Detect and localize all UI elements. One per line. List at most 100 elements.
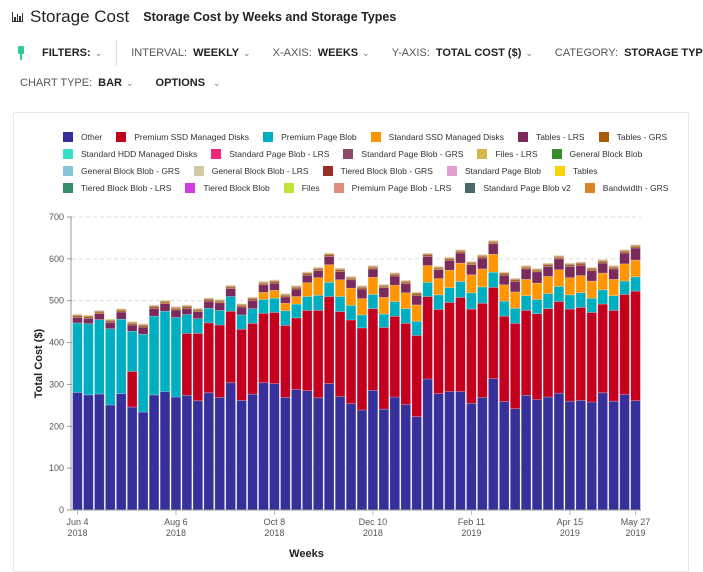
- legend-item[interactable]: Bandwidth - GRS: [584, 182, 669, 194]
- legend-item[interactable]: Premium Page Blob: [263, 131, 357, 143]
- legend-item[interactable]: Tables - GRS: [598, 131, 667, 143]
- bar-segment: [345, 279, 357, 289]
- bar-segment: [378, 287, 390, 298]
- legend-item[interactable]: Standard SSD Managed Disks: [370, 131, 504, 143]
- bar-segment: [323, 296, 335, 384]
- bar-segment: [520, 310, 532, 396]
- bar-segment: [94, 311, 105, 314]
- bar-segment: [323, 256, 335, 266]
- x-axis-dropdown[interactable]: X-AXIS: WEEKS ⌄: [272, 47, 370, 59]
- bar-segment: [105, 320, 116, 323]
- bar-segment: [105, 322, 116, 330]
- legend-item[interactable]: Other: [63, 131, 102, 143]
- bar-segment: [225, 284, 236, 287]
- bar-segment: [520, 295, 532, 311]
- bar-segment: [575, 264, 586, 276]
- bar-segment: [433, 309, 444, 394]
- bar-segment: [367, 265, 379, 267]
- bar-segment: [159, 299, 171, 302]
- bar-segment: [247, 299, 258, 309]
- bar-segment: [192, 333, 204, 402]
- bar-segment: [433, 278, 444, 296]
- filters-dropdown[interactable]: FILTERS: ⌄: [42, 47, 103, 59]
- legend-item[interactable]: General Block Blob - GRS: [63, 165, 180, 177]
- legend-item[interactable]: General Block Blob: [551, 148, 642, 160]
- y-tick-label: 700: [49, 212, 64, 222]
- bar-segment: [531, 268, 543, 270]
- bar-segment: [334, 271, 346, 281]
- pin-icon[interactable]: [16, 46, 26, 60]
- legend-item[interactable]: Files: [283, 182, 320, 194]
- y-tick-label: 400: [49, 338, 64, 348]
- bar-segment: [302, 390, 313, 511]
- bar-segment: [499, 300, 510, 317]
- legend-label: Standard HDD Managed Disks: [81, 149, 198, 159]
- legend-item[interactable]: General Block Blob - LRS: [193, 165, 309, 177]
- bar-segment: [181, 395, 193, 511]
- legend-label: Tables - LRS: [535, 132, 585, 142]
- bar-segment: [94, 310, 105, 312]
- legend-label: Bandwidth - GRS: [602, 183, 669, 193]
- legend-item[interactable]: Tiered Block Blob: [185, 182, 270, 194]
- bar-segment: [94, 393, 105, 511]
- bar-segment: [181, 314, 193, 334]
- bar-segment: [356, 327, 368, 411]
- bar-segment: [280, 310, 291, 326]
- bar-segment: [367, 308, 379, 391]
- bar-segment: [597, 392, 608, 511]
- legend-item[interactable]: Standard Page Blob: [446, 165, 541, 177]
- bar-segment: [378, 327, 390, 410]
- bar-segment: [630, 276, 641, 292]
- bar-segment: [466, 402, 477, 511]
- y-axis-dropdown[interactable]: Y-AXIS: TOTAL COST ($) ⌄: [391, 47, 533, 59]
- bar-segment: [499, 274, 510, 286]
- bar-segment: [302, 282, 313, 297]
- bar-segment: [586, 266, 597, 269]
- bar-segment: [203, 307, 214, 324]
- options-dropdown[interactable]: OPTIONS ⌄: [155, 77, 221, 89]
- bar-segment: [477, 254, 488, 256]
- bar-segment: [477, 268, 488, 288]
- bar-segment: [586, 297, 597, 313]
- legend-item[interactable]: Tiered Block Blob - LRS: [63, 182, 171, 194]
- legend-item[interactable]: Standard Page Blob v2: [465, 182, 571, 194]
- bar-segment: [553, 255, 565, 257]
- bar-segment: [127, 321, 138, 323]
- bar-segment: [105, 404, 116, 511]
- bar-segment: [236, 314, 247, 330]
- bar-segment: [433, 266, 444, 268]
- legend-item[interactable]: Standard HDD Managed Disks: [63, 148, 197, 160]
- bar-segment: [170, 317, 182, 398]
- bar-segment: [258, 299, 269, 314]
- bar-segment: [488, 378, 499, 511]
- header: Storage Cost Storage Cost by Weeks and S…: [12, 6, 396, 28]
- bar-segment: [433, 269, 444, 279]
- bar-segment: [258, 281, 269, 283]
- category-dropdown[interactable]: CATEGORY:STORAGE TYPES⌄: [554, 47, 703, 59]
- bar-segment: [411, 293, 422, 296]
- legend-item[interactable]: Standard Page Blob - GRS: [343, 148, 463, 160]
- bar-segment: [291, 288, 302, 297]
- legend-item[interactable]: Premium SSD Managed Disks: [116, 131, 249, 143]
- interval-dropdown[interactable]: INTERVAL: WEEKLY ⌄: [131, 47, 251, 59]
- bar-segment: [378, 408, 390, 511]
- bar-segment: [619, 252, 630, 265]
- bar-segment: [181, 304, 193, 307]
- legend-item[interactable]: Tables: [554, 165, 598, 177]
- bar-segment: [367, 294, 379, 309]
- legend-swatch: [116, 132, 127, 142]
- legend-item[interactable]: Standard Page Blob - LRS: [211, 148, 329, 160]
- bar-segment: [72, 313, 83, 316]
- legend-item[interactable]: Files - LRS: [477, 148, 538, 160]
- legend-item[interactable]: Premium Page Blob - LRS: [333, 182, 451, 194]
- bar-segment: [236, 305, 247, 308]
- bar-segment: [400, 404, 411, 511]
- x-tick-label: Aug 6: [164, 517, 188, 527]
- legend-item[interactable]: Tables - LRS: [517, 131, 585, 143]
- bar-segment: [564, 308, 576, 402]
- bar-segment: [630, 247, 641, 261]
- bar-segment: [499, 272, 510, 274]
- bar-segment: [389, 272, 400, 274]
- legend-item[interactable]: Tiered Block Blob - GRS: [322, 165, 433, 177]
- chart-type-dropdown[interactable]: CHART TYPE: BAR ⌄: [20, 77, 134, 89]
